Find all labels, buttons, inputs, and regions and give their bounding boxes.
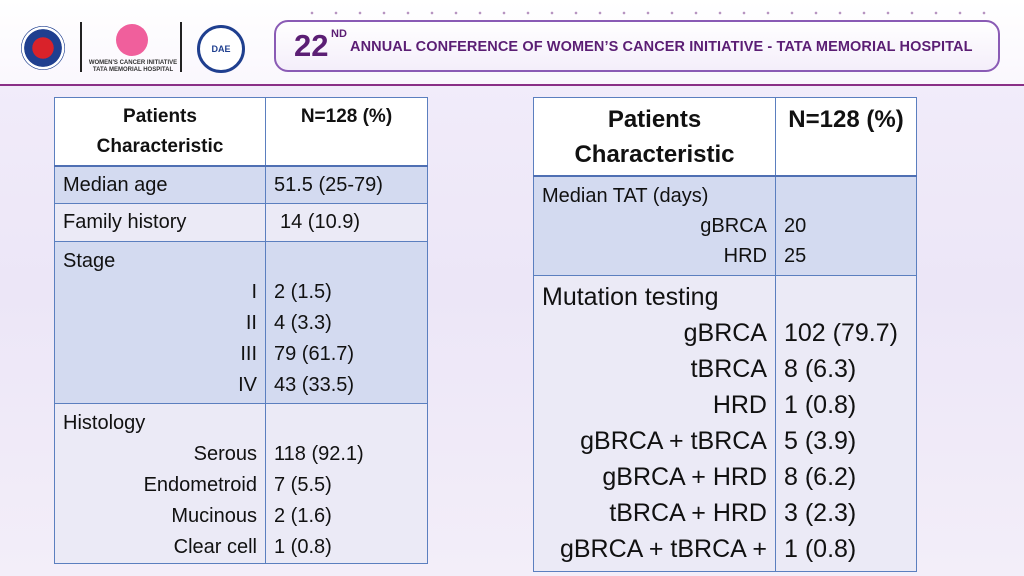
mutation-values-cell: 102 (79.7) 8 (6.3) 1 (0.8) 5 (3.9) 8 (6.… xyxy=(775,275,917,572)
stage-label: II xyxy=(245,312,257,334)
row-label: Mutation testing xyxy=(542,283,719,311)
mutation-value: 1 (0.8) xyxy=(784,391,857,419)
conference-number: 22 xyxy=(294,28,329,63)
row-label: Median age xyxy=(54,164,266,204)
testing-characteristics-table: Patients Characteristic N=128 (%) Median… xyxy=(533,97,917,572)
mutation-label: gBRCA + HRD xyxy=(602,463,767,491)
stage-value: 79 (61.7) xyxy=(274,343,355,365)
decorative-dots xyxy=(300,10,990,16)
conference-banner: 22 ND ANNUAL CONFERENCE OF WOMEN’S CANCE… xyxy=(274,20,1000,72)
histology-label: Serous xyxy=(193,443,257,465)
tat-value: 20 xyxy=(784,214,807,237)
histology-label: Mucinous xyxy=(171,505,257,527)
stage-label: III xyxy=(240,343,257,365)
mutation-cell: Mutation testing gBRCA tBRCA HRD gBRCA +… xyxy=(533,275,776,572)
stage-label: IV xyxy=(238,374,257,396)
stage-values-cell: 2 (1.5) 4 (3.3) 79 (61.7) 43 (33.5) xyxy=(265,241,428,404)
mutation-label: tBRCA + HRD xyxy=(609,499,767,527)
table-header-cell: Patients Characteristic xyxy=(54,97,266,166)
row-label: Stage xyxy=(63,250,116,272)
mutation-value: 8 (6.2) xyxy=(784,463,857,491)
dae-logo: DAE xyxy=(197,25,245,73)
histology-cell: Histology Serous Endometroid Mucinous Cl… xyxy=(54,403,266,564)
stage-value: 2 (1.5) xyxy=(274,281,332,303)
histology-label: Endometroid xyxy=(143,474,257,496)
table-header-cell: N=128 (%) xyxy=(265,97,428,166)
conference-title: ANNUAL CONFERENCE OF WOMEN’S CANCER INIT… xyxy=(350,39,973,55)
mutation-label: gBRCA + tBRCA xyxy=(580,427,767,455)
mutation-label: tBRCA xyxy=(690,355,767,383)
conference-suffix: ND xyxy=(331,28,347,40)
mutation-value: 8 (6.3) xyxy=(784,355,857,383)
row-label: Family history xyxy=(54,203,266,242)
tat-values-cell: 20 25 xyxy=(775,174,917,276)
wci-pink-ribbon-logo xyxy=(116,24,148,56)
mutation-value: 102 (79.7) xyxy=(784,319,898,347)
stage-value: 43 (33.5) xyxy=(274,374,355,396)
row-value: 51.5 (25-79) xyxy=(265,164,428,204)
table-header-cell: N=128 (%) xyxy=(775,97,917,176)
tat-cell: Median TAT (days) gBRCA HRD xyxy=(533,174,776,276)
tmh-emblem-logo xyxy=(21,26,65,70)
histology-value: 7 (5.5) xyxy=(274,474,332,496)
tat-value: 25 xyxy=(784,244,807,267)
header-bar: WOMEN'S CANCER INITIATIVE TATA MEMORIAL … xyxy=(0,0,1024,86)
mutation-value: 3 (2.3) xyxy=(784,499,857,527)
divider xyxy=(80,22,82,72)
wci-logo-text: WOMEN'S CANCER INITIATIVE TATA MEMORIAL … xyxy=(88,60,178,73)
mutation-label: gBRCA xyxy=(683,319,767,347)
table-header-cell: Patients Characteristic xyxy=(533,97,776,176)
row-label: Median TAT (days) xyxy=(542,184,709,207)
dae-logo-text: DAE xyxy=(211,44,231,54)
stage-label: I xyxy=(251,281,257,303)
stage-value: 4 (3.3) xyxy=(274,312,332,334)
tat-label: gBRCA xyxy=(700,214,767,237)
row-value: 14 (10.9) xyxy=(265,203,428,242)
mutation-value: 1 (0.8) xyxy=(784,535,857,563)
divider xyxy=(180,22,182,72)
mutation-label: gBRCA + tBRCA + xyxy=(559,535,767,563)
histology-value: 1 (0.8) xyxy=(274,536,332,558)
row-label: Histology xyxy=(63,412,146,434)
histology-value: 118 (92.1) xyxy=(274,443,364,465)
patient-characteristics-table: Patients Characteristic N=128 (%) Median… xyxy=(54,97,428,564)
mutation-label: HRD xyxy=(712,391,767,419)
histology-values-cell: 118 (92.1) 7 (5.5) 2 (1.6) 1 (0.8) xyxy=(265,403,428,564)
histology-value: 2 (1.6) xyxy=(274,505,332,527)
stage-cell: Stage I II III IV xyxy=(54,241,266,404)
mutation-value: 5 (3.9) xyxy=(784,427,857,455)
histology-label: Clear cell xyxy=(173,536,257,558)
tat-label: HRD xyxy=(723,244,767,267)
